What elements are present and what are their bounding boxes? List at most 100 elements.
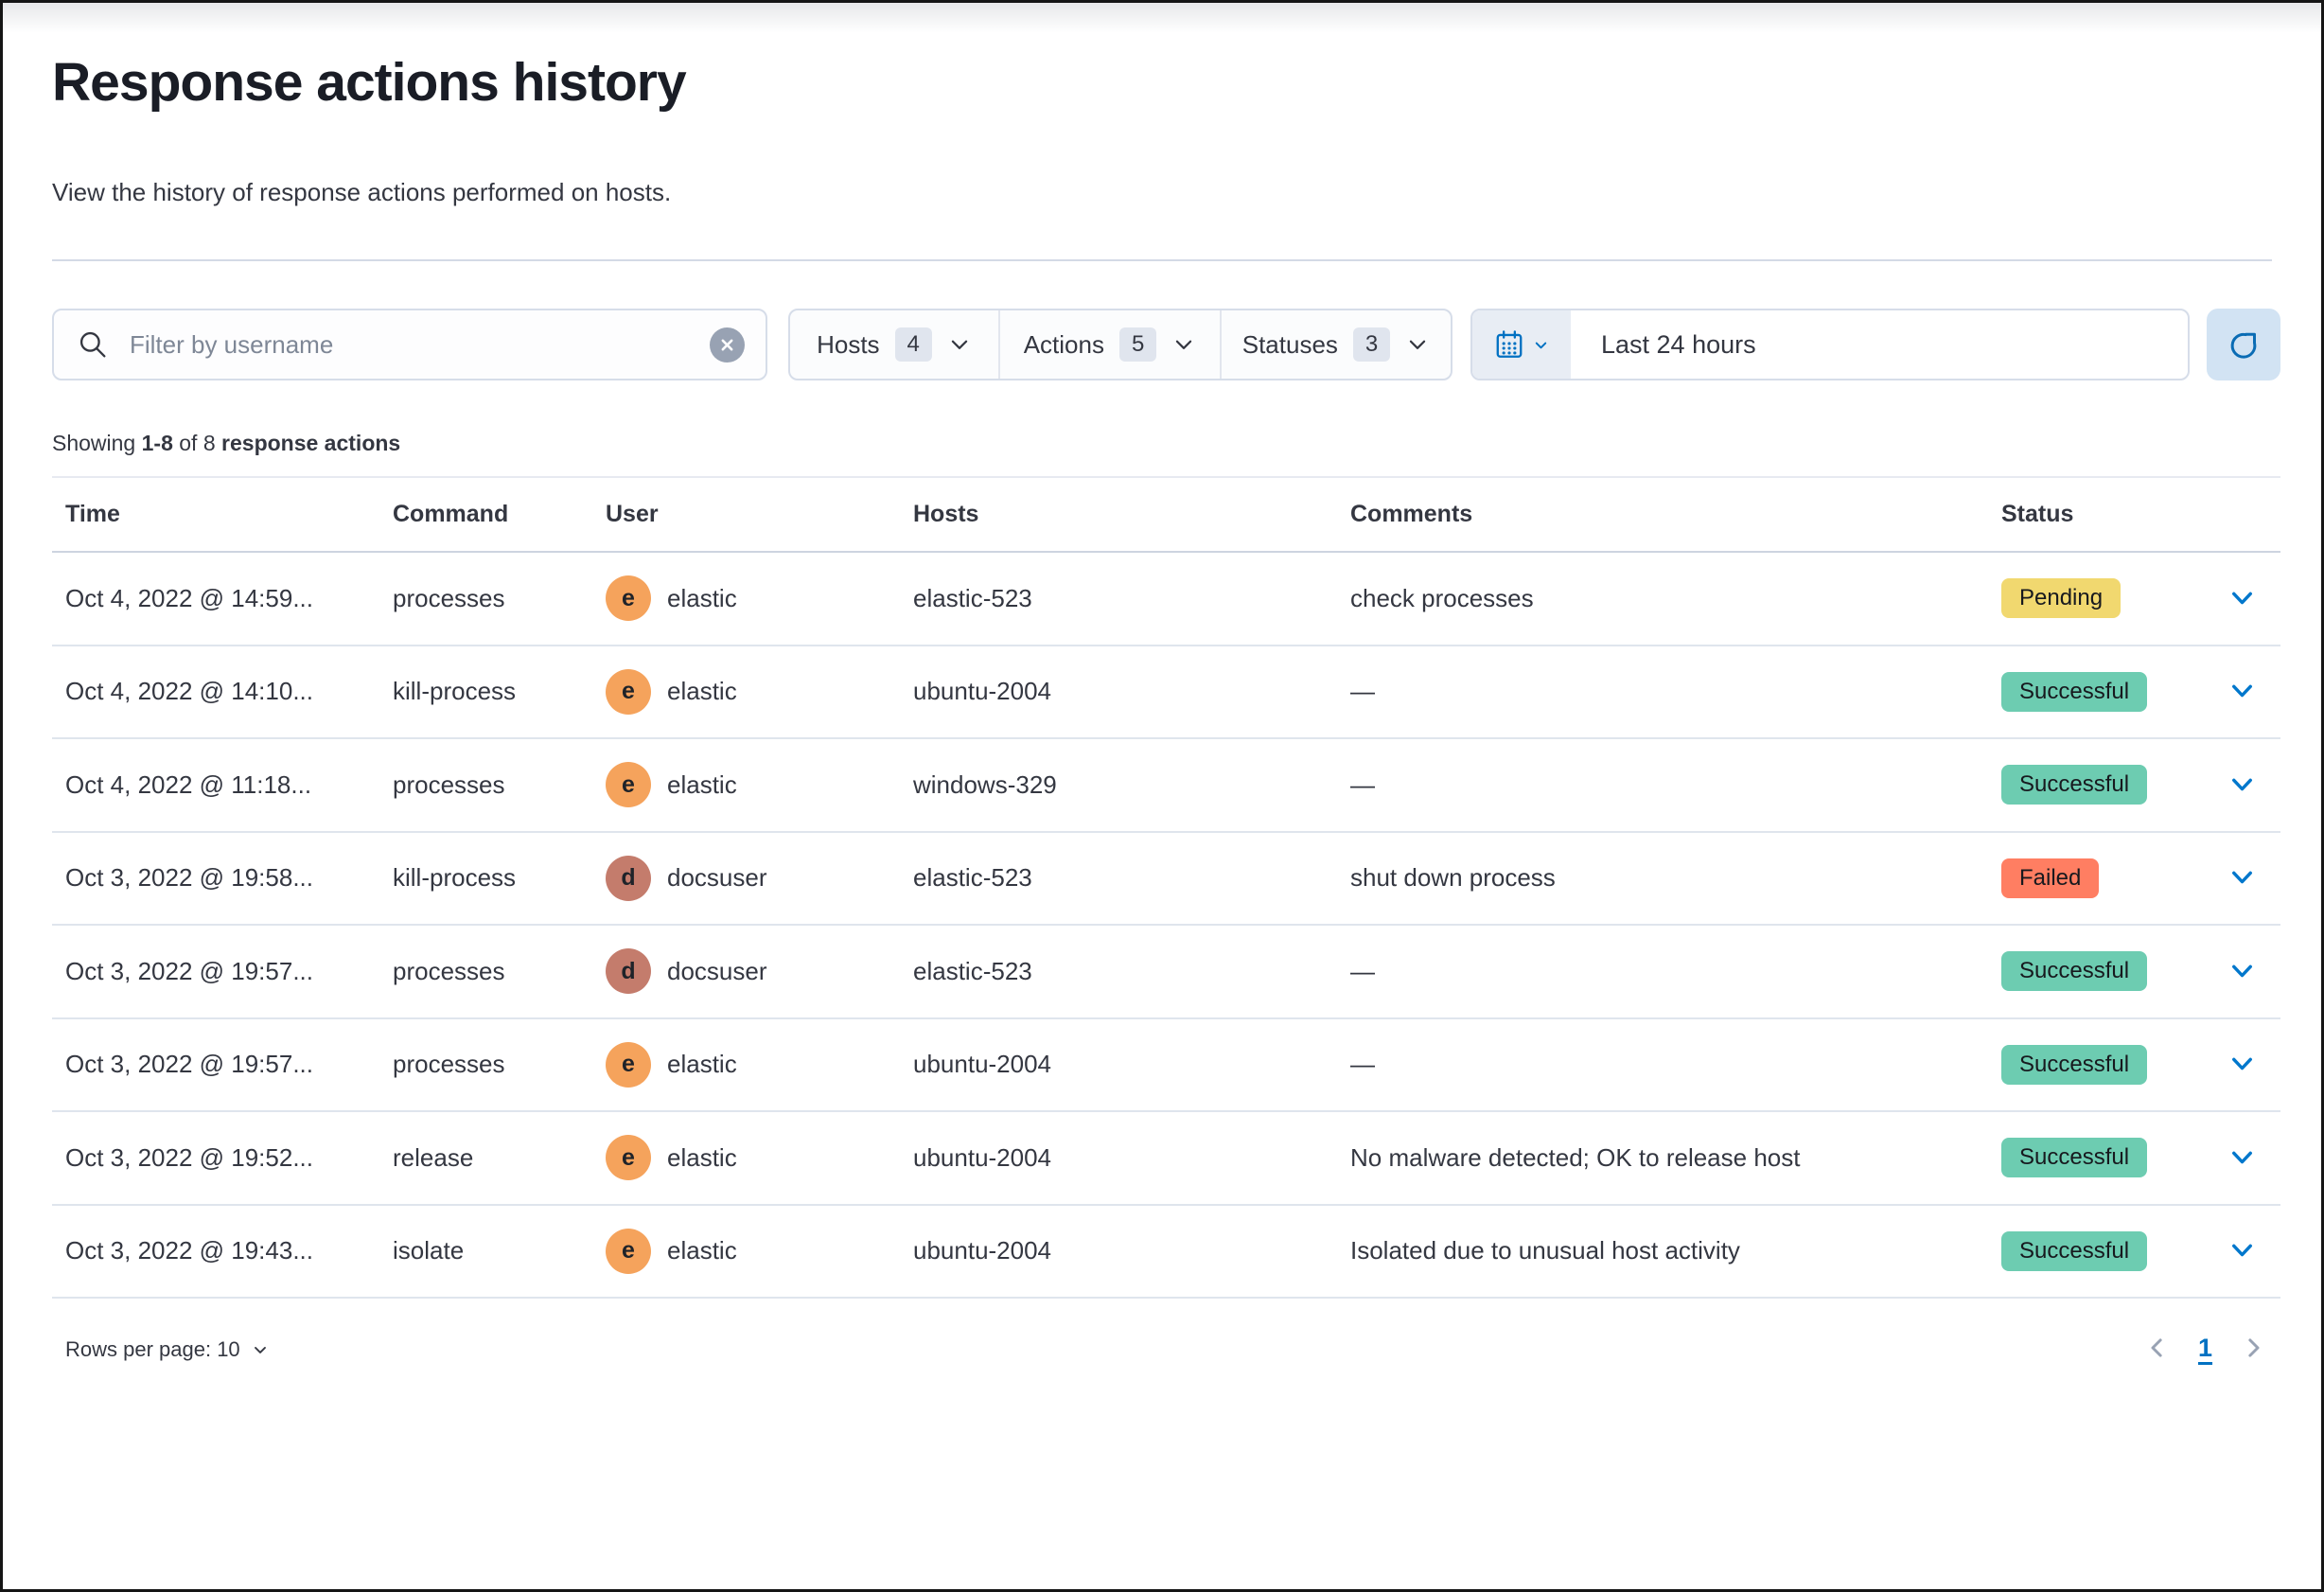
chevron-down-icon xyxy=(947,332,972,357)
column-header-user: User xyxy=(606,501,659,527)
command-cell-text: processes xyxy=(393,956,505,985)
host-cell-text: elastic-523 xyxy=(913,583,1032,612)
column-header-comments: Comments xyxy=(1350,501,1473,527)
command-cell-text: processes xyxy=(393,583,505,612)
rows-per-page-button[interactable]: Rows per page: 10 xyxy=(65,1337,270,1362)
expand-row-button[interactable] xyxy=(2221,950,2263,993)
user-cell-text: elastic xyxy=(667,677,737,706)
command-cell-text: release xyxy=(393,1142,474,1172)
user-cell: e elastic xyxy=(606,1112,904,1204)
search-icon xyxy=(77,328,109,361)
user-avatar-initial: e xyxy=(622,584,635,611)
column-header-status: Status xyxy=(2001,501,2074,527)
chevron-down-icon xyxy=(1171,332,1196,357)
chevron-down-icon xyxy=(1405,332,1430,357)
status-cell: Successful xyxy=(2001,646,2210,738)
table-row: Oct 3, 2022 @ 19:57... processes e elast… xyxy=(52,1019,2280,1112)
quick-select-menu-button[interactable] xyxy=(1472,310,1571,379)
top-shadow xyxy=(3,3,2321,33)
table-row: Oct 4, 2022 @ 11:18... processes e elast… xyxy=(52,739,2280,833)
comment-cell-text: No malware detected; OK to release host xyxy=(1350,1142,1801,1172)
host-cell-text: ubuntu-2004 xyxy=(913,1236,1052,1265)
statuses-filter-button[interactable]: Statuses 3 xyxy=(1222,310,1451,379)
user-cell-text: docsuser xyxy=(667,863,767,893)
user-avatar-initial: e xyxy=(622,1237,635,1265)
expand-row-button[interactable] xyxy=(2221,670,2263,713)
summary-unit: response actions xyxy=(221,431,401,455)
status-badge: Successful xyxy=(2001,1044,2148,1085)
user-cell-text: elastic xyxy=(667,1050,737,1079)
time-cell-text: Oct 4, 2022 @ 14:10... xyxy=(65,677,313,706)
date-range-picker[interactable]: Last 24 hours xyxy=(1470,309,2190,380)
username-filter-box xyxy=(52,309,767,380)
actions-filter-count: 5 xyxy=(1118,327,1157,362)
date-range-value[interactable]: Last 24 hours xyxy=(1601,329,1756,359)
user-cell-text: elastic xyxy=(667,1236,737,1265)
column-header-time: Time xyxy=(65,501,120,527)
chevron-down-icon xyxy=(2227,1142,2258,1174)
refresh-button[interactable] xyxy=(2207,309,2280,380)
summary-of-total: of 8 xyxy=(179,431,216,455)
time-cell-text: Oct 4, 2022 @ 11:18... xyxy=(65,769,312,799)
expand-cell xyxy=(2210,739,2274,831)
calendar-icon xyxy=(1493,328,1525,361)
host-cell-text: windows-329 xyxy=(913,769,1057,799)
user-avatar: d xyxy=(606,855,651,901)
pagination: 1 xyxy=(2139,1330,2271,1366)
status-badge: Successful xyxy=(2001,1138,2148,1178)
chevron-down-icon xyxy=(2227,1049,2258,1080)
status-cell: Successful xyxy=(2001,926,2210,1017)
command-cell-text: isolate xyxy=(393,1236,465,1265)
expand-cell xyxy=(2210,926,2274,1017)
clear-search-button[interactable] xyxy=(710,327,745,363)
next-page-button[interactable] xyxy=(2235,1330,2271,1366)
comment-cell-text: shut down process xyxy=(1350,863,1556,893)
expand-row-button[interactable] xyxy=(2221,1229,2263,1272)
user-avatar-initial: d xyxy=(621,864,636,892)
comment-cell-text: — xyxy=(1350,1050,1375,1079)
hosts-filter-button[interactable]: Hosts 4 xyxy=(790,310,1000,379)
user-avatar-initial: e xyxy=(622,1051,635,1078)
comment-cell-text: — xyxy=(1350,769,1375,799)
comment-cell-text: — xyxy=(1350,956,1375,985)
time-cell-text: Oct 4, 2022 @ 14:59... xyxy=(65,583,313,612)
actions-filter-button[interactable]: Actions 5 xyxy=(1000,310,1222,379)
search-input[interactable] xyxy=(128,328,691,361)
expand-row-button[interactable] xyxy=(2221,857,2263,899)
chevron-down-icon xyxy=(2227,862,2258,893)
user-cell: e elastic xyxy=(606,553,904,645)
host-cell-text: ubuntu-2004 xyxy=(913,1142,1052,1172)
table-header-row: Time Command User Hosts Comments Status xyxy=(52,476,2280,553)
user-cell: e elastic xyxy=(606,1206,904,1298)
user-avatar: e xyxy=(606,1041,651,1088)
actions-filter-label: Actions xyxy=(1023,329,1104,359)
expand-row-button[interactable] xyxy=(2221,1137,2263,1179)
page-title: Response actions history xyxy=(52,52,687,113)
expand-cell xyxy=(2210,1206,2274,1298)
statuses-filter-label: Statuses xyxy=(1241,329,1338,359)
status-cell: Successful xyxy=(2001,1019,2210,1111)
close-icon xyxy=(719,337,735,353)
user-cell: d docsuser xyxy=(606,926,904,1017)
expand-row-button[interactable] xyxy=(2221,577,2263,620)
header-divider xyxy=(52,259,2272,261)
page-number-1[interactable]: 1 xyxy=(2198,1333,2213,1362)
status-badge: Pending xyxy=(2001,578,2122,619)
comment-cell-text: Isolated due to unusual host activity xyxy=(1350,1236,1740,1265)
time-cell-text: Oct 3, 2022 @ 19:58... xyxy=(65,863,313,893)
table-row: Oct 3, 2022 @ 19:52... release e elastic… xyxy=(52,1112,2280,1206)
expand-row-button[interactable] xyxy=(2221,764,2263,806)
expand-row-button[interactable] xyxy=(2221,1043,2263,1086)
user-avatar: e xyxy=(606,575,651,622)
user-avatar: e xyxy=(606,668,651,715)
expand-cell xyxy=(2210,1112,2274,1204)
user-avatar: e xyxy=(606,762,651,808)
previous-page-button[interactable] xyxy=(2139,1330,2175,1366)
hosts-filter-count: 4 xyxy=(894,327,932,362)
time-cell-text: Oct 3, 2022 @ 19:43... xyxy=(65,1236,313,1265)
column-header-hosts: Hosts xyxy=(913,501,979,527)
expand-cell xyxy=(2210,1019,2274,1111)
expand-cell xyxy=(2210,553,2274,645)
user-cell: e elastic xyxy=(606,739,904,831)
